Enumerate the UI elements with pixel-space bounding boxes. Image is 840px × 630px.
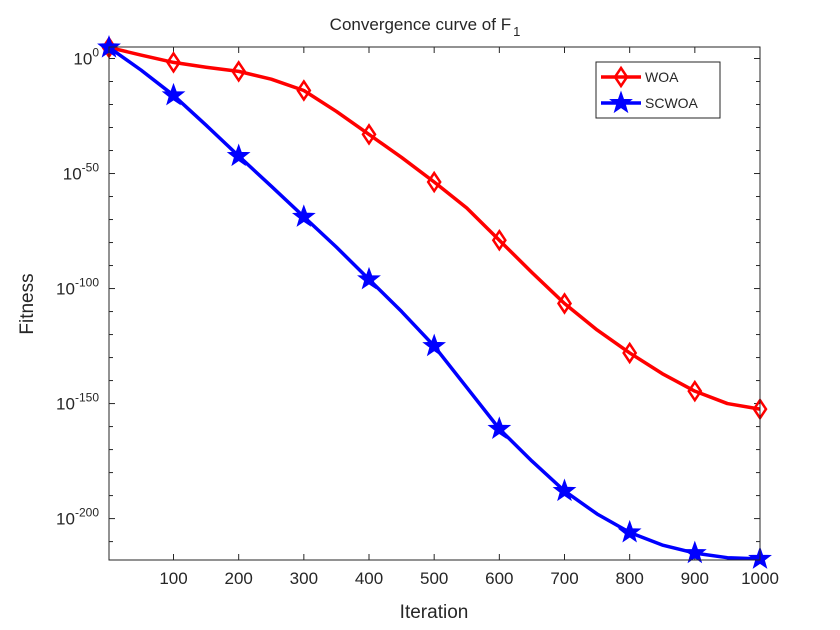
y-tick-label: 10-200 <box>56 506 99 529</box>
y-tick-label: 10-150 <box>56 391 99 414</box>
star-marker <box>682 540 707 564</box>
x-tick-label: 500 <box>420 569 448 588</box>
star-marker <box>292 204 316 227</box>
star-marker <box>552 478 577 502</box>
y-tick-label: 100 <box>73 46 99 69</box>
x-axis-label: Iteration <box>400 602 469 623</box>
legend-diamond-icon <box>613 65 629 89</box>
x-tick-label: 100 <box>159 569 187 588</box>
x-tick-label: 600 <box>485 569 513 588</box>
y-tick-label: 10-50 <box>63 161 100 184</box>
star-marker <box>487 416 512 440</box>
star-marker <box>422 333 446 357</box>
diamond-marker <box>622 341 638 365</box>
x-tick-label: 900 <box>681 569 709 588</box>
star-marker <box>357 266 381 290</box>
y-tick-label: 10-100 <box>56 276 99 299</box>
star-marker <box>226 143 251 167</box>
diamond-marker <box>296 79 312 102</box>
diamond-marker <box>557 292 573 315</box>
x-tick-label: 700 <box>550 569 578 588</box>
x-tick-label: 400 <box>355 569 383 588</box>
plot-area <box>109 47 760 560</box>
star-marker <box>161 82 186 106</box>
x-tick-label: 800 <box>615 569 643 588</box>
x-tick-label: 300 <box>290 569 318 588</box>
diamond-marker <box>687 379 703 403</box>
legend-star-icon <box>609 90 633 114</box>
legend-label-scwoa: SCWOA <box>645 95 699 111</box>
star-marker <box>617 519 642 543</box>
series-line-woa <box>108 45 761 411</box>
diamond-marker <box>491 228 507 252</box>
diamond-marker <box>166 51 182 74</box>
legend-label-woa: WOA <box>645 69 679 85</box>
legend: WOA SCWOA <box>595 61 721 119</box>
series-woa <box>101 36 768 421</box>
axes-box <box>108 46 761 561</box>
diamond-marker <box>231 60 247 83</box>
diamond-marker <box>426 170 442 194</box>
x-tick-label: 1000 <box>741 569 779 588</box>
y-axis-label: Fitness <box>17 273 38 334</box>
x-tick-label: 200 <box>224 569 252 588</box>
diamond-marker <box>361 123 377 146</box>
